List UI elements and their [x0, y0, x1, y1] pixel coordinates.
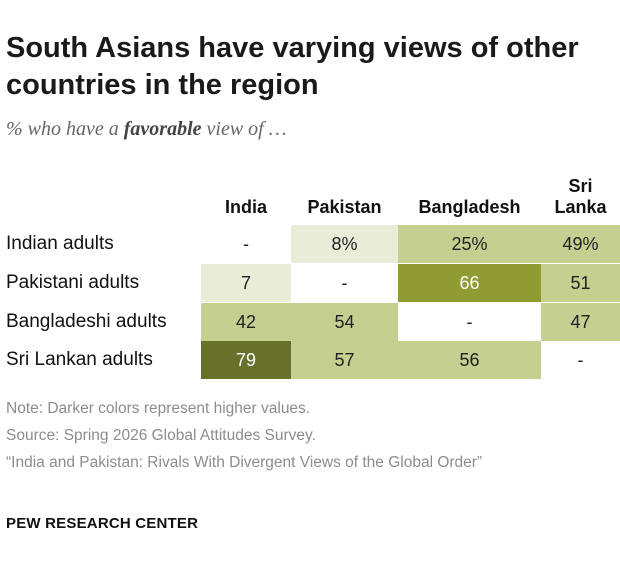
row-label-bangladeshi-adults: Bangladeshi adults [6, 311, 167, 332]
subtitle-suffix: view of … [201, 118, 287, 140]
column-header-india: India [224, 197, 267, 217]
heatmap-cell-indian-adults-pakistan: 8% [291, 225, 398, 263]
note-text: Note: Darker colors represent higher val… [6, 400, 311, 417]
row-label-pakistani-adults: Pakistani adults [6, 272, 140, 293]
heatmap-cell-sri-lankan-adults-pakistan: 57 [291, 341, 398, 379]
column-header-sri-lanka: Sri Lanka [554, 176, 607, 217]
row-label-indian-adults: Indian adults [6, 233, 114, 254]
heatmap-cell-pakistani-adults-sri-lanka: 51 [541, 264, 620, 302]
source-text: Source: Spring 2026 Global Attitudes Sur… [6, 427, 316, 444]
column-header-bangladesh: Bangladesh [418, 197, 521, 217]
report-title-text: “India and Pakistan: Rivals With Diverge… [6, 454, 483, 471]
chart-subtitle: % who have a favorable view of … [6, 118, 287, 141]
heatmap-cell-sri-lankan-adults-bangladesh: 56 [398, 341, 541, 379]
heatmap-cell-bangladeshi-adults-sri-lanka: 47 [541, 303, 620, 341]
heatmap-cell-bangladeshi-adults-bangladesh: - [466, 312, 473, 332]
subtitle-prefix: % who have a [6, 118, 124, 140]
heatmap-cell-pakistani-adults-india: 7 [201, 264, 291, 302]
column-header-pakistan: Pakistan [307, 197, 382, 217]
heatmap-cell-pakistani-adults-bangladesh: 66 [398, 264, 541, 302]
heatmap-cell-pakistani-adults-pakistan: - [341, 273, 348, 293]
subtitle-emphasis: favorable [123, 118, 202, 140]
heatmap-cell-bangladeshi-adults-pakistan: 54 [291, 303, 398, 341]
heatmap-cell-indian-adults-sri-lanka: 49% [541, 225, 620, 263]
heatmap-cell-indian-adults-india: - [243, 234, 249, 254]
heatmap-cell-sri-lankan-adults-sri-lanka: - [577, 350, 584, 370]
pew-research-center-logo: PEW RESEARCH CENTER [6, 515, 199, 532]
chart-title: South Asians have varying views of other… [6, 32, 579, 101]
heatmap-cell-sri-lankan-adults-india: 79 [201, 341, 291, 379]
row-label-sri-lankan-adults: Sri Lankan adults [6, 349, 153, 370]
heatmap-cell-indian-adults-bangladesh: 25% [398, 225, 541, 263]
heatmap-cell-bangladeshi-adults-india: 42 [201, 303, 291, 341]
